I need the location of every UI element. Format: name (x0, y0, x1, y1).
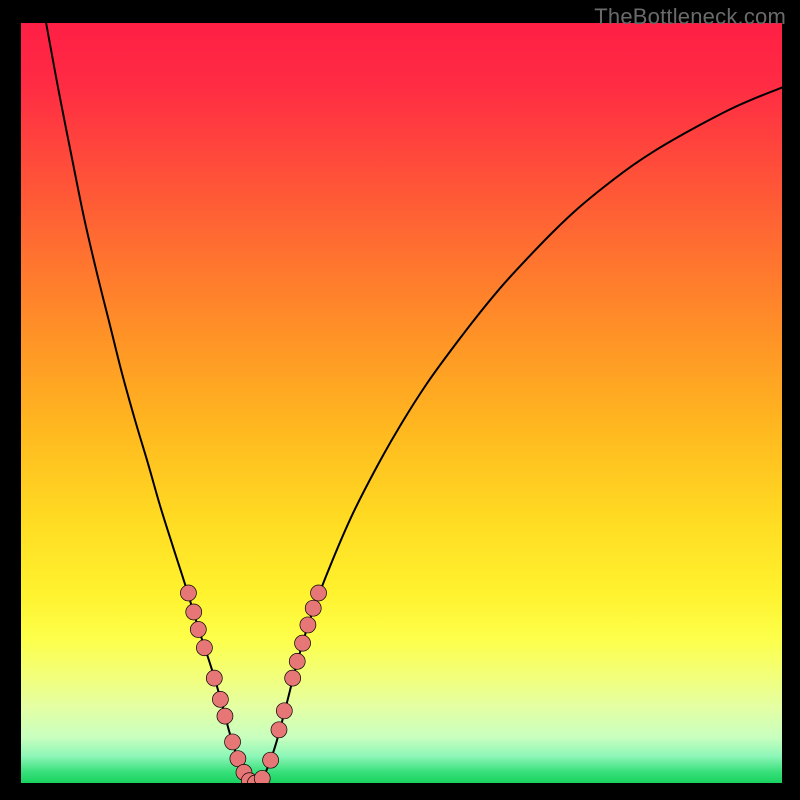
marker-point (206, 670, 222, 686)
marker-point (190, 621, 206, 637)
chart-svg (21, 23, 782, 783)
marker-point (289, 653, 305, 669)
marker-point (254, 770, 270, 783)
marker-point (196, 640, 212, 656)
marker-point (225, 734, 241, 750)
marker-point (300, 617, 316, 633)
chart-container: TheBottleneck.com (0, 0, 800, 800)
watermark-text: TheBottleneck.com (594, 4, 786, 30)
marker-point (271, 722, 287, 738)
marker-point (186, 604, 202, 620)
marker-point (311, 585, 327, 601)
gradient-background (21, 23, 782, 783)
marker-point (212, 691, 228, 707)
marker-point (295, 635, 311, 651)
plot-area (21, 23, 782, 783)
marker-point (285, 670, 301, 686)
marker-point (263, 752, 279, 768)
marker-point (180, 585, 196, 601)
marker-point (217, 708, 233, 724)
marker-point (305, 600, 321, 616)
marker-point (276, 703, 292, 719)
